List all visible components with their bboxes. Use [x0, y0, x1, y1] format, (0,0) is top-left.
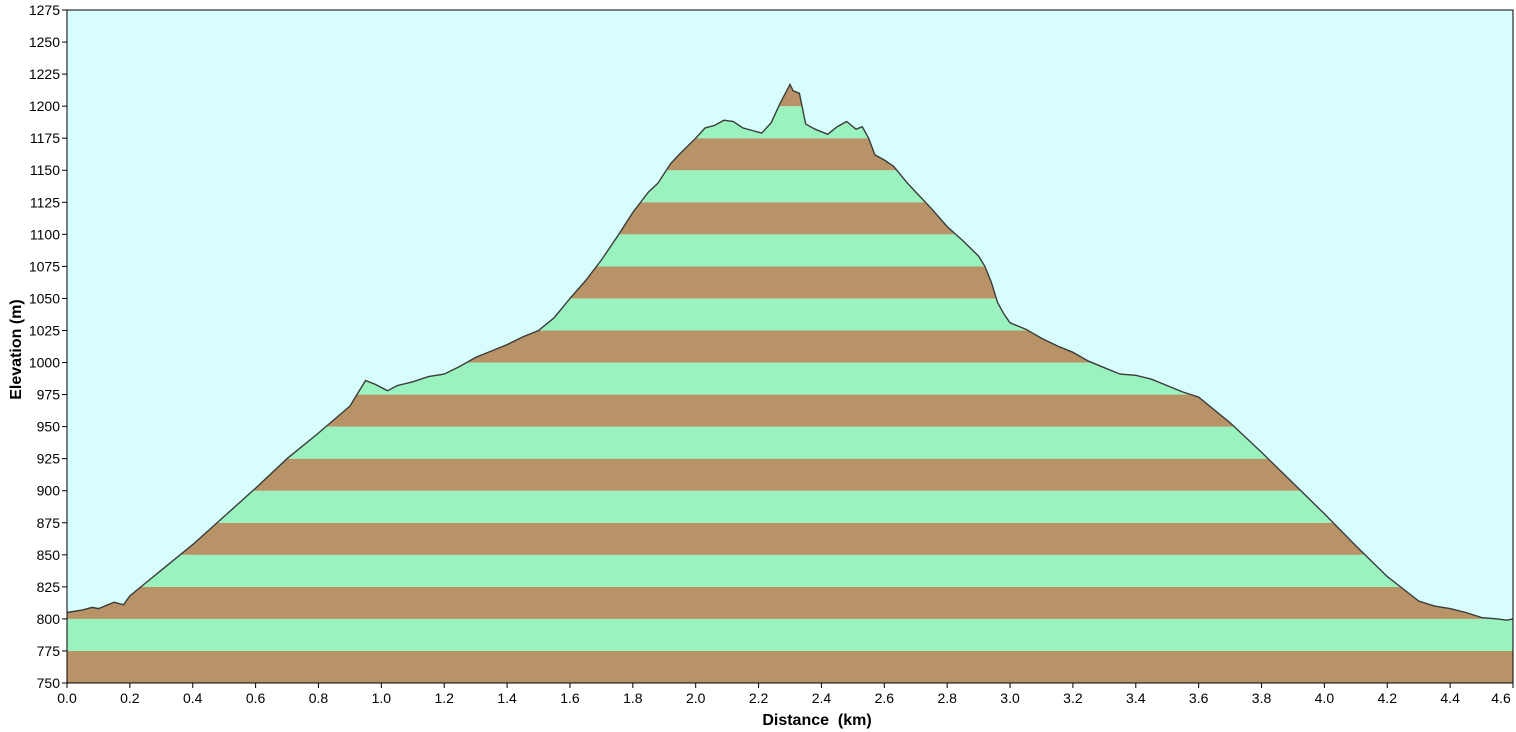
plot-frame [66, 9, 1514, 684]
x-tick-label: 4.2 [1378, 690, 1398, 706]
y-tick-label: 750 [37, 675, 61, 691]
elevation-band [67, 458, 1513, 491]
y-tick-label: 1075 [29, 258, 60, 274]
y-tick-label: 1000 [29, 355, 60, 371]
elevation-band [67, 618, 1513, 651]
y-tick-label: 1150 [30, 162, 60, 178]
y-tick-label: 1275 [29, 2, 60, 18]
y-axis: 750 775 800 825 850 875 900 925 950 975 1000 1025 10… [29, 2, 67, 691]
x-tick-label: 4.6 [1491, 690, 1511, 706]
x-tick-label: 2.0 [686, 690, 706, 706]
y-tick-label: 1025 [29, 322, 60, 338]
y-tick-label: 975 [37, 387, 61, 403]
y-tick-label: 1225 [29, 66, 60, 82]
elevation-band [67, 650, 1513, 683]
x-tick-label: 4.0 [1315, 690, 1335, 706]
y-tick-label: 775 [37, 643, 61, 659]
y-tick-label: 875 [37, 515, 61, 531]
x-tick-label: 2.8 [937, 690, 957, 706]
y-tick-label: 950 [37, 419, 61, 435]
y-tick-label: 1175 [30, 130, 60, 146]
x-tick-label: 4.4 [1440, 690, 1460, 706]
x-tick-label: 3.2 [1063, 690, 1083, 706]
x-tick-label: 2.4 [812, 690, 832, 706]
y-tick-label: 925 [37, 451, 61, 467]
x-tick-label: 1.0 [372, 690, 392, 706]
x-tick-label: 3.4 [1126, 690, 1146, 706]
x-tick-label: 0.6 [246, 690, 266, 706]
y-tick-label: 1125 [30, 194, 60, 210]
x-tick-label: 1.2 [434, 690, 454, 706]
y-tick-label: 1200 [29, 98, 60, 114]
x-tick-label: 1.6 [560, 690, 580, 706]
x-axis-title: Distance (km) [762, 712, 871, 729]
y-tick-label: 900 [37, 483, 61, 499]
x-tick-label: 3.8 [1252, 690, 1272, 706]
elevation-band [67, 490, 1513, 523]
x-tick-label: 1.4 [497, 690, 517, 706]
x-tick-label: 0.2 [120, 690, 140, 706]
elevation-band [67, 522, 1513, 555]
elevation-profile-line [66, 82, 1514, 621]
x-tick-label: 3.0 [1000, 690, 1020, 706]
elevation-band [67, 554, 1513, 587]
y-axis-title: Elevation (m) [8, 299, 25, 399]
y-tick-label: 825 [37, 579, 61, 595]
x-tick-label: 0.4 [183, 690, 203, 706]
y-tick-label: 800 [37, 611, 61, 627]
x-tick-label: 1.8 [623, 690, 643, 706]
x-tick-label: 3.6 [1189, 690, 1209, 706]
y-tick-label: 1250 [29, 34, 60, 50]
x-tick-label: 0.0 [57, 690, 77, 706]
x-tick-label: 0.8 [309, 690, 329, 706]
elevation-band [67, 586, 1513, 619]
x-tick-label: 2.6 [875, 690, 895, 706]
y-tick-label: 1050 [29, 290, 60, 306]
x-tick-label: 2.2 [749, 690, 769, 706]
x-axis: 0.0 0.2 0.4 0.6 0.8 1.0 1.2 1.4 1.6 1.8 2.0 2.2 2.4 2… [57, 683, 1514, 706]
y-tick-label: 1100 [30, 226, 60, 242]
y-tick-label: 850 [37, 547, 61, 563]
